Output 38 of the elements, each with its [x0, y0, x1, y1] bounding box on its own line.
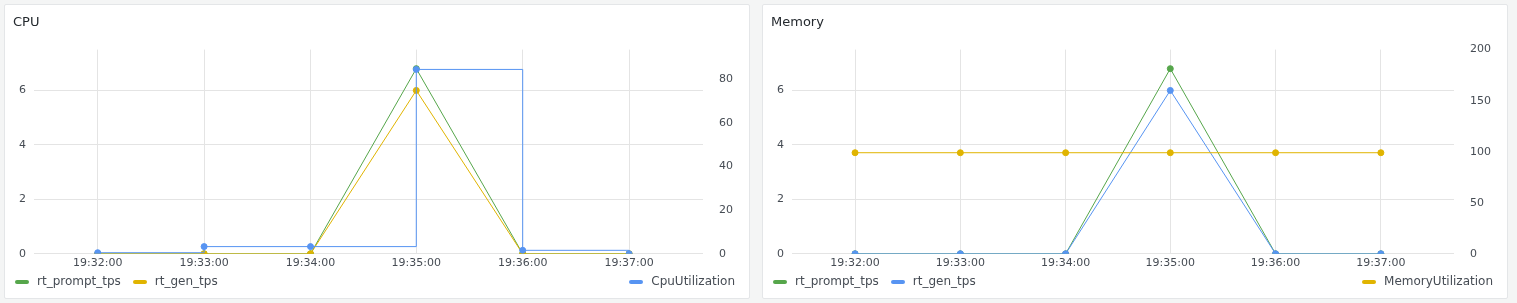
x-tick-label: 19:36:00	[497, 256, 548, 270]
x-tick-label: 19:34:00	[285, 256, 336, 270]
y-tick-label: 2	[19, 192, 26, 206]
x-tick-label: 19:35:00	[391, 256, 441, 270]
y2-tick-label: 80	[719, 72, 733, 86]
legend-label: rt_prompt_tps	[37, 274, 121, 288]
x-tick-label: 19:33:00	[179, 256, 229, 270]
y-tick-label: 0	[19, 246, 26, 260]
legend-label: rt_gen_tps	[912, 274, 976, 288]
chart-title: Memory	[771, 14, 824, 29]
y-tick-label: 6	[777, 83, 784, 97]
legend-label: CpuUtilization	[651, 274, 735, 288]
x-tick-label: 19:32:00	[830, 256, 880, 270]
x-tick-label: 19:35:00	[1145, 256, 1195, 270]
legend-label: rt_prompt_tps	[795, 274, 879, 288]
y2-tick-label: 0	[719, 246, 726, 260]
x-tick-label: 19:37:00	[604, 256, 654, 270]
x-tick-label: 19:34:00	[1040, 256, 1091, 270]
x-tick-label: 19:33:00	[935, 256, 986, 270]
x-tick-label: 19:37:00	[1356, 256, 1406, 270]
legend-label: rt_gen_tps	[154, 274, 218, 288]
x-tick-label: 19:32:00	[73, 256, 123, 270]
y2-tick-label: 150	[1470, 93, 1491, 107]
y2-tick-label: 40	[719, 159, 733, 173]
y2-tick-label: 20	[719, 203, 733, 217]
y-tick-label: 4	[777, 137, 784, 151]
y2-tick-label: 200	[1470, 42, 1491, 56]
y-tick-label: 0	[777, 246, 784, 260]
y2-tick-label: 60	[719, 115, 733, 129]
y2-tick-label: 50	[1470, 195, 1484, 209]
y-tick-label: 6	[19, 83, 26, 97]
y-tick-label: 4	[19, 137, 26, 151]
y2-tick-label: 0	[1470, 246, 1477, 260]
y-tick-label: 2	[777, 192, 784, 206]
chart-title: CPU	[13, 14, 40, 29]
y2-tick-label: 100	[1470, 144, 1491, 158]
x-tick-label: 19:36:00	[1250, 256, 1301, 270]
legend-label: MemoryUtilization	[1384, 274, 1493, 288]
